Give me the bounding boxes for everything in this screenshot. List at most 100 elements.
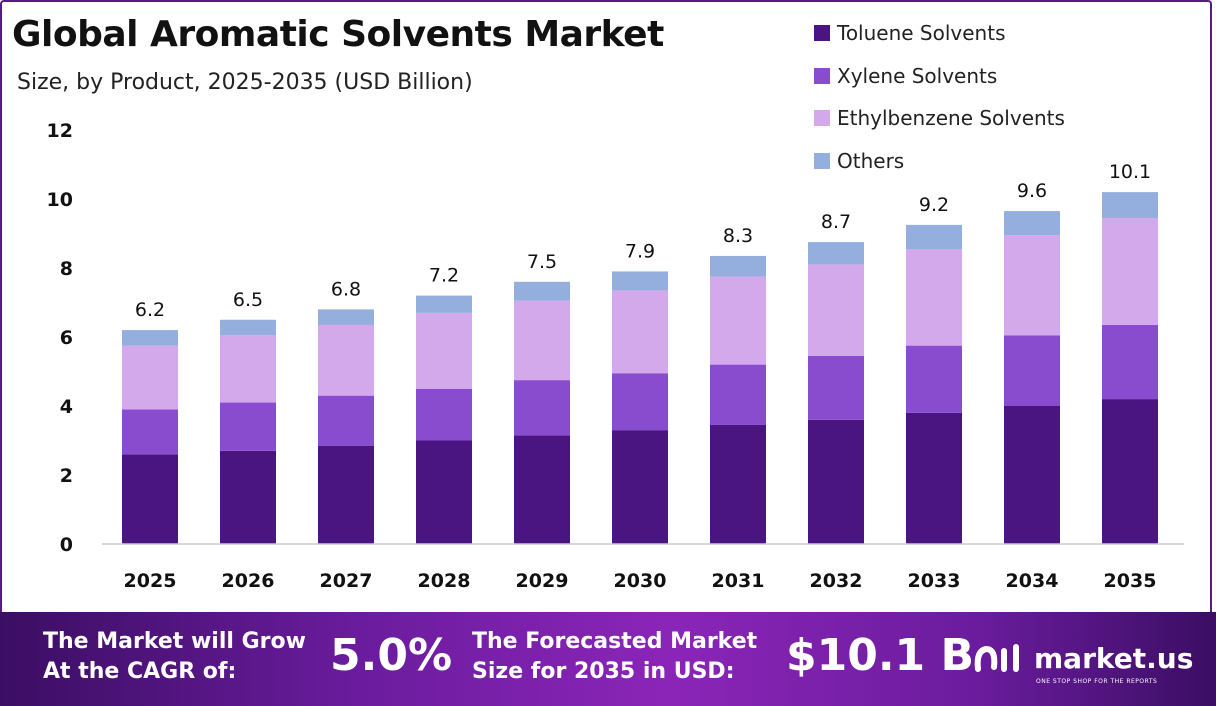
x-tick-label: 2026 — [222, 570, 275, 592]
bar-segment-others — [1004, 211, 1060, 236]
bar-segment-others — [220, 319, 276, 336]
bar-segment-toluene-solvents — [220, 450, 276, 544]
bar-segment-ethylbenzene-solvents — [612, 290, 668, 374]
bar-segment-xylene-solvents — [416, 388, 472, 441]
bar-total-label: 8.3 — [723, 225, 753, 247]
chart-subtitle: Size, by Product, 2025-2035 (USD Billion… — [17, 70, 473, 95]
forecast-label-line1: The Forecasted Market — [472, 629, 758, 654]
bar-segment-ethylbenzene-solvents — [906, 249, 962, 346]
x-tick-label: 2035 — [1104, 570, 1157, 592]
bar-segment-ethylbenzene-solvents — [122, 345, 178, 410]
bar-segment-xylene-solvents — [318, 395, 374, 446]
legend-label: Ethylbenzene Solvents — [837, 106, 1065, 131]
legend-item-ethylbenzene: Ethylbenzene Solvents — [814, 97, 1065, 140]
legend-swatch-xylene — [814, 67, 830, 84]
y-tick-label: 6 — [60, 327, 73, 349]
cagr-label-line2: At the CAGR of: — [43, 659, 237, 684]
y-tick-label: 2 — [60, 465, 73, 487]
bar-segment-toluene-solvents — [416, 440, 472, 544]
cagr-label-line1: The Market will Grow — [43, 629, 306, 654]
stacked-bar-chart: 0 2 4 6 8 10 12 6.2 2025 6.5 2026 6.8 2027 7.2 2028 7.5… — [47, 120, 1184, 592]
bar-segment-ethylbenzene-solvents — [220, 335, 276, 403]
footer-banner: The Market will Grow At the CAGR of: 5.0… — [0, 612, 1216, 706]
bar-segment-toluene-solvents — [1004, 406, 1060, 544]
bar-total-label: 7.2 — [429, 265, 459, 287]
x-tick-label: 2025 — [124, 570, 177, 592]
bar-segment-others — [906, 224, 962, 250]
x-tick-label: 2033 — [908, 570, 961, 592]
y-tick-label: 4 — [60, 396, 73, 418]
legend-label: Others — [837, 148, 905, 173]
bar-segment-others — [416, 295, 472, 313]
market-us-logo-icon — [974, 644, 1019, 672]
bar-total-label: 6.5 — [233, 289, 263, 311]
bar-segment-toluene-solvents — [906, 412, 962, 544]
bar-segment-toluene-solvents — [808, 419, 864, 544]
bar-segment-ethylbenzene-solvents — [808, 264, 864, 356]
bar-total-label: 8.7 — [821, 211, 851, 233]
x-tick-label: 2027 — [320, 570, 373, 592]
bar-segment-xylene-solvents — [1102, 324, 1158, 400]
y-tick-label: 10 — [47, 189, 73, 211]
brand-tagline: ONE STOP SHOP FOR THE REPORTS — [1036, 678, 1158, 685]
y-tick-label: 0 — [60, 534, 73, 556]
bar-segment-xylene-solvents — [220, 402, 276, 451]
bar-total-label: 6.8 — [331, 278, 361, 300]
cagr-label: The Market will Grow At the CAGR of: — [43, 627, 306, 687]
bar-segment-toluene-solvents — [318, 445, 374, 544]
bar-segment-toluene-solvents — [122, 454, 178, 544]
bar-segment-ethylbenzene-solvents — [416, 312, 472, 389]
forecast-label-line2: Size for 2035 in USD: — [472, 659, 735, 684]
bar-total-label: 9.2 — [919, 194, 949, 216]
legend-item-xylene: Xylene Solvents — [814, 55, 1065, 98]
bar-segment-others — [514, 281, 570, 301]
bar-segment-xylene-solvents — [612, 373, 668, 431]
bar-segment-xylene-solvents — [514, 380, 570, 436]
bar-segment-toluene-solvents — [514, 435, 570, 544]
brand-name: market.us — [1034, 642, 1194, 675]
bar-segment-xylene-solvents — [1004, 335, 1060, 406]
bar-segment-ethylbenzene-solvents — [318, 324, 374, 396]
bar-segment-xylene-solvents — [906, 345, 962, 413]
bar-segment-xylene-solvents — [122, 409, 178, 455]
x-tick-label: 2032 — [810, 570, 863, 592]
bar-segment-toluene-solvents — [710, 424, 766, 544]
forecast-label: The Forecasted Market Size for 2035 in U… — [472, 627, 757, 687]
legend-swatch-toluene — [814, 25, 830, 42]
y-tick-label: 12 — [47, 120, 73, 142]
bar-segment-toluene-solvents — [612, 430, 668, 544]
bar-segment-toluene-solvents — [1102, 399, 1158, 544]
bar-segment-others — [710, 255, 766, 277]
bar-segment-others — [612, 271, 668, 291]
legend-label: Xylene Solvents — [837, 63, 998, 88]
bar-total-label: 7.9 — [625, 240, 655, 262]
bar-segment-others — [808, 242, 864, 265]
x-tick-label: 2028 — [418, 570, 471, 592]
bar-total-label: 10.1 — [1109, 161, 1151, 183]
cagr-value: 5.0% — [330, 630, 453, 681]
bar-segment-others — [1102, 192, 1158, 218]
bar-segment-xylene-solvents — [710, 364, 766, 425]
legend-swatch-others — [814, 152, 830, 169]
bar-segment-xylene-solvents — [808, 355, 864, 420]
bar-segment-ethylbenzene-solvents — [1004, 235, 1060, 336]
bar-segment-others — [318, 309, 374, 325]
bar-segment-ethylbenzene-solvents — [710, 276, 766, 365]
chart-title: Global Aromatic Solvents Market — [12, 14, 664, 55]
x-tick-label: 2031 — [712, 570, 765, 592]
legend-label: Toluene Solvents — [837, 21, 1006, 46]
bar-segment-ethylbenzene-solvents — [1102, 217, 1158, 325]
bar-segment-ethylbenzene-solvents — [514, 300, 570, 381]
bar-segment-others — [122, 330, 178, 346]
bar-total-label: 6.2 — [135, 299, 165, 321]
x-tick-label: 2029 — [516, 570, 569, 592]
bar-total-label: 9.6 — [1017, 180, 1047, 202]
legend: Toluene Solvents Xylene Solvents Ethylbe… — [814, 12, 1065, 182]
legend-item-toluene: Toluene Solvents — [814, 12, 1065, 55]
forecast-value: $10.1 B — [786, 630, 975, 681]
legend-swatch-ethylbenzene — [814, 110, 830, 127]
legend-item-others: Others — [814, 140, 1065, 183]
x-tick-label: 2034 — [1006, 570, 1059, 592]
bar-total-label: 7.5 — [527, 251, 557, 273]
y-tick-label: 8 — [60, 258, 73, 280]
